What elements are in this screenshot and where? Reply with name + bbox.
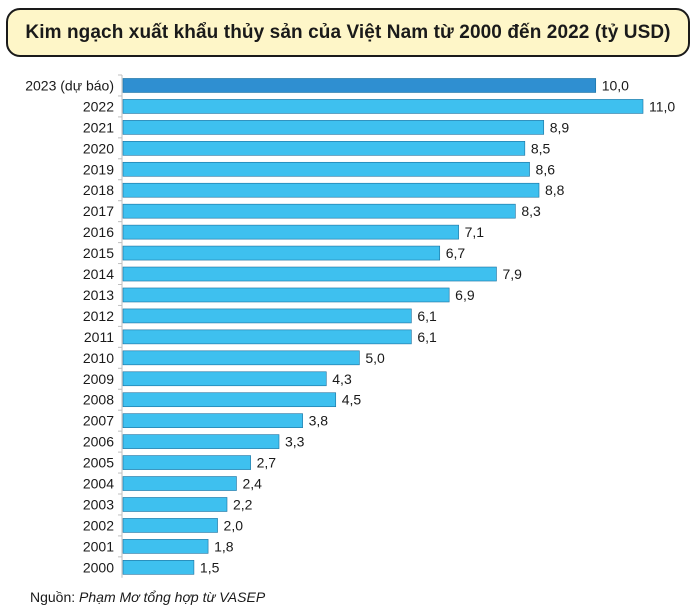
- category-label: 2018: [83, 182, 114, 198]
- source-text: Phạm Mơ tổng hợp từ VASEP: [79, 589, 266, 605]
- bar: [122, 413, 303, 428]
- source-note: Nguồn: Phạm Mơ tổng hợp từ VASEP: [30, 589, 265, 605]
- category-label: 2005: [83, 455, 114, 471]
- data-label: 4,3: [332, 371, 352, 387]
- bar: [122, 182, 540, 198]
- data-label: 8,8: [545, 182, 565, 198]
- data-label: 8,6: [536, 161, 556, 177]
- data-label: 8,5: [531, 140, 551, 156]
- data-label: 6,1: [417, 308, 437, 324]
- bar: [122, 371, 327, 387]
- data-label: 6,1: [417, 329, 437, 345]
- category-label: 2021: [83, 119, 114, 135]
- data-label: 7,9: [502, 266, 522, 282]
- data-label: 4,5: [342, 392, 362, 408]
- bar: [122, 560, 195, 575]
- data-label: 2,2: [233, 496, 253, 512]
- category-label: 2011: [84, 329, 114, 345]
- data-label: 2,7: [257, 455, 277, 471]
- category-label: 2019: [83, 161, 114, 177]
- category-label: 2020: [83, 140, 114, 156]
- category-label: 2002: [83, 517, 114, 533]
- bar: [122, 266, 497, 282]
- bar: [122, 161, 530, 177]
- category-label: 2010: [83, 350, 114, 366]
- bar: [122, 287, 450, 303]
- data-label: 2,0: [224, 517, 244, 533]
- bar: [122, 518, 218, 533]
- bar: [122, 476, 237, 491]
- bar: [122, 120, 545, 135]
- bar: [122, 434, 280, 449]
- category-label: 2012: [83, 308, 114, 324]
- category-label: 2007: [83, 413, 114, 429]
- category-label: 2003: [83, 496, 114, 512]
- bar: [122, 329, 412, 345]
- bar: [122, 99, 644, 114]
- data-label: 6,9: [455, 287, 475, 303]
- bar: [122, 539, 209, 554]
- data-label: 1,8: [214, 538, 234, 554]
- bar: [122, 245, 441, 261]
- source-label: Nguồn:: [30, 589, 76, 605]
- data-label: 11,0: [649, 98, 675, 114]
- data-label: 8,9: [550, 119, 570, 135]
- category-label: 2004: [83, 476, 114, 492]
- bar: [122, 224, 459, 240]
- data-label: 6,7: [446, 245, 466, 261]
- category-label: 2016: [83, 224, 114, 240]
- data-label: 8,3: [521, 203, 541, 219]
- chart-title: Kim ngạch xuất khẩu thủy sản của Việt Na…: [25, 21, 671, 43]
- category-label: 2006: [83, 434, 114, 450]
- bar: [122, 455, 251, 470]
- category-label: 2023 (dự báo): [25, 77, 114, 93]
- data-label: 1,5: [200, 559, 220, 575]
- data-label: 10,0: [602, 77, 629, 93]
- category-label: 2009: [83, 371, 114, 387]
- data-label: 5,0: [365, 350, 385, 366]
- bar: [122, 497, 228, 512]
- bar: [122, 141, 526, 156]
- data-label: 3,8: [309, 413, 329, 429]
- category-label: 2013: [83, 287, 114, 303]
- data-label: 7,1: [465, 224, 485, 240]
- data-label: 3,3: [285, 434, 305, 450]
- category-label: 2015: [83, 245, 114, 261]
- bar: [122, 350, 360, 366]
- category-label: 2001: [83, 538, 114, 554]
- category-label: 2022: [83, 98, 114, 114]
- data-label: 2,4: [242, 476, 262, 492]
- category-label: 2008: [83, 392, 114, 408]
- chart-title-box: Kim ngạch xuất khẩu thủy sản của Việt Na…: [6, 8, 690, 57]
- category-label: 2017: [83, 203, 114, 219]
- bar: [122, 392, 337, 408]
- bar: [122, 308, 412, 324]
- bar: [122, 203, 516, 219]
- category-label: 2000: [83, 559, 114, 575]
- category-label: 2014: [83, 266, 114, 282]
- bar: [122, 78, 597, 93]
